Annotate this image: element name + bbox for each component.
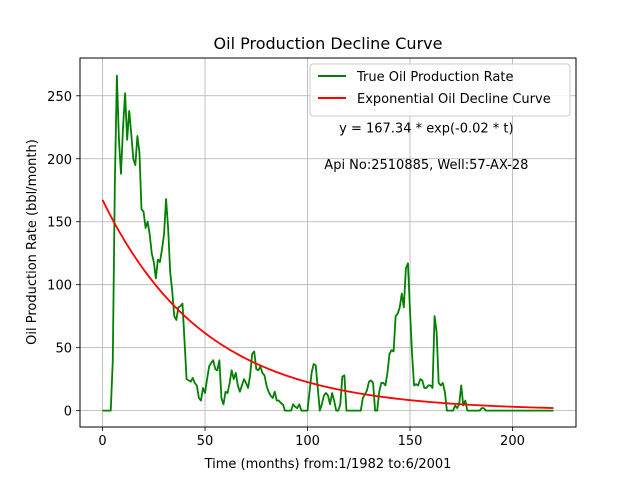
y-tick-label: 0 — [64, 405, 72, 420]
legend-label-exponential: Exponential Oil Decline Curve — [357, 92, 551, 107]
x-tick-label: 0 — [98, 434, 106, 449]
legend-box — [309, 63, 571, 117]
annotation-equation: y = 167.34 * exp(-0.02 * t) — [339, 121, 513, 136]
annotation-well-info: Api No:2510885, Well:57-AX-28 — [324, 158, 528, 173]
y-tick-label: 100 — [47, 279, 72, 294]
y-tick-label: 50 — [55, 342, 72, 357]
x-tick-label: 50 — [197, 434, 214, 449]
chart-title: Oil Production Decline Curve — [214, 34, 443, 53]
annotation-layer: y = 167.34 * exp(-0.02 * t) Api No:251088… — [324, 121, 528, 173]
series-line-true-rate — [102, 74, 554, 412]
series-layer — [101, 74, 554, 412]
x-tick-label: 100 — [295, 434, 320, 449]
tick-layer: 0 50 100 150 200 0 50 100 150 200 250 — [47, 90, 525, 449]
y-tick-label: 150 — [47, 216, 72, 231]
x-tick-label: 200 — [500, 434, 525, 449]
legend: True Oil Production Rate Exponential Oil… — [309, 63, 571, 117]
legend-label-true-rate: True Oil Production Rate — [356, 70, 513, 85]
series-line-exponential — [101, 199, 554, 409]
x-axis-label: Time (months) from:1/1982 to:6/2001 — [204, 457, 452, 472]
y-tick-label: 200 — [47, 153, 72, 168]
x-tick-label: 150 — [398, 434, 423, 449]
y-tick-label: 250 — [47, 90, 72, 105]
plot-frame — [79, 57, 577, 428]
y-axis-label: Oil Production Rate (bbl/month) — [25, 139, 40, 345]
